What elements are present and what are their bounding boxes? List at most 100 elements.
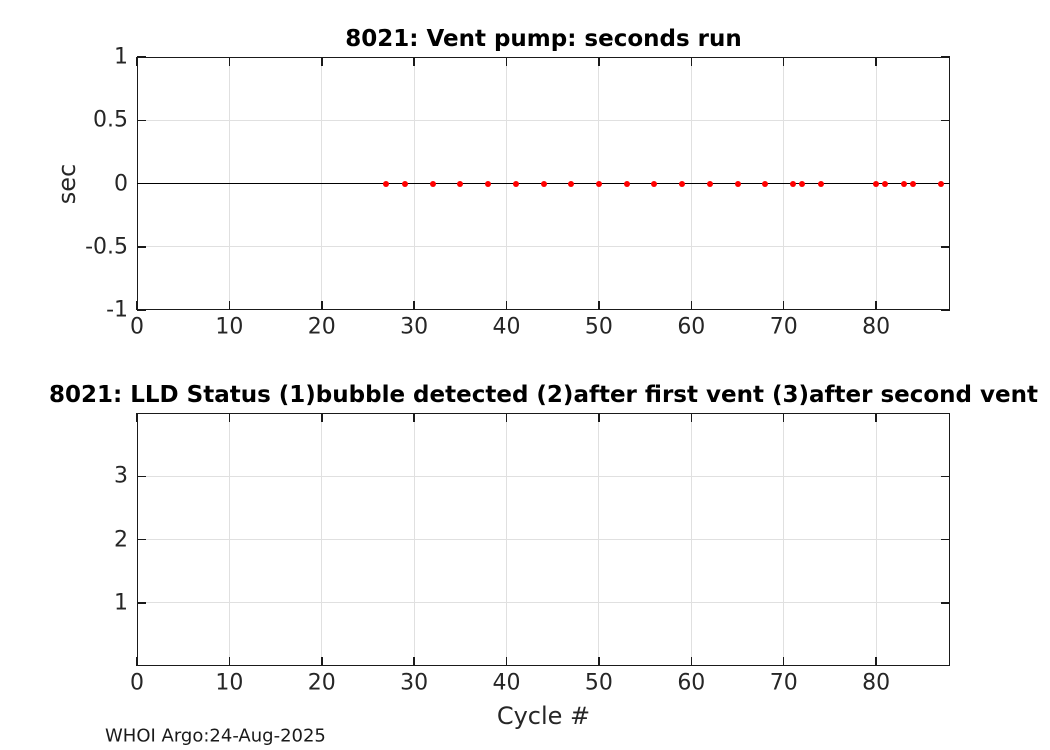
data-point-marker	[568, 180, 575, 187]
x-axis-tick	[228, 657, 231, 666]
x-axis-tick	[321, 301, 323, 310]
data-point-marker	[457, 180, 464, 187]
y-tick-label: 0.5	[93, 107, 128, 133]
x-axis-tick	[228, 301, 231, 310]
data-point-marker	[937, 180, 944, 187]
x-axis-tick	[782, 657, 785, 666]
x-tick-label: 30	[400, 670, 429, 696]
x-tick-label: 0	[130, 314, 144, 340]
x-axis-tick-top	[505, 57, 508, 66]
x-axis-tick-top	[321, 413, 323, 422]
x-axis-tick	[690, 657, 693, 666]
y-axis-tick	[137, 56, 146, 58]
y-tick-label: 2	[114, 527, 128, 552]
x-tick-label: 20	[307, 314, 336, 340]
y-axis-tick	[137, 602, 146, 604]
x-tick-label: 70	[769, 314, 798, 340]
y-axis-tick-right	[941, 119, 950, 121]
y-tick-label: -0.5	[85, 234, 128, 260]
y-axis-tick-right	[941, 309, 950, 311]
grid-line-y	[137, 119, 950, 121]
data-point-marker	[734, 180, 741, 187]
data-point-marker	[817, 180, 824, 187]
data-point-marker	[623, 180, 630, 187]
x-axis-tick	[136, 301, 138, 310]
x-tick-label: 50	[584, 670, 613, 696]
x-axis-label: Cycle #	[496, 702, 591, 730]
x-axis-tick-top	[598, 413, 600, 422]
y-axis-tick-right	[941, 246, 950, 248]
x-tick-label: 80	[862, 314, 891, 340]
y-tick-label: 0	[114, 171, 128, 196]
y-axis-tick-right	[941, 602, 950, 604]
y-tick-label: -1	[106, 297, 128, 323]
x-tick-label: 60	[677, 670, 706, 696]
data-point-marker	[882, 180, 889, 187]
y-axis-tick-right	[941, 56, 950, 58]
x-axis-tick	[136, 657, 138, 666]
x-axis-tick-top	[505, 413, 508, 422]
x-axis-tick-top	[413, 57, 415, 66]
y-axis-label: sec	[53, 163, 81, 204]
x-tick-label: 30	[400, 314, 429, 340]
grid-line-y	[137, 602, 950, 604]
grid-line-y	[137, 246, 950, 248]
x-axis-tick-top	[782, 57, 785, 66]
grid-line-y	[137, 475, 950, 477]
data-point-marker	[429, 180, 436, 187]
y-tick-label: 1	[114, 44, 128, 70]
x-axis-tick	[690, 301, 693, 310]
x-axis-tick	[782, 301, 785, 310]
x-axis-tick	[505, 657, 508, 666]
x-tick-label: 0	[130, 670, 144, 696]
x-axis-tick-top	[598, 57, 600, 66]
y-axis-tick	[137, 309, 146, 311]
data-point-marker	[651, 180, 658, 187]
x-axis-tick-top	[321, 57, 323, 66]
x-axis-tick-top	[875, 413, 877, 422]
y-axis-tick	[137, 119, 146, 121]
y-axis-tick-right	[941, 538, 950, 541]
x-axis-tick	[598, 301, 600, 310]
data-point-marker	[900, 180, 907, 187]
x-tick-label: 10	[215, 314, 244, 340]
grid-line-y	[137, 539, 950, 540]
x-tick-label: 50	[584, 314, 613, 340]
data-point-marker	[512, 180, 519, 187]
data-point-marker	[401, 180, 408, 187]
data-point-marker	[540, 180, 547, 187]
x-axis-tick	[321, 657, 323, 666]
x-tick-label: 40	[492, 670, 521, 696]
y-axis-tick-right	[941, 475, 950, 477]
x-tick-label: 40	[492, 314, 521, 340]
x-tick-label: 60	[677, 314, 706, 340]
x-axis-tick-top	[690, 413, 693, 422]
data-point-marker	[706, 180, 713, 187]
data-point-marker	[799, 180, 806, 187]
x-axis-tick	[413, 657, 415, 666]
data-point-marker	[679, 180, 686, 187]
x-tick-label: 70	[769, 670, 798, 696]
footer-watermark: WHOI Argo:24-Aug-2025	[105, 725, 326, 747]
x-tick-label: 80	[862, 670, 891, 696]
x-axis-tick-top	[413, 413, 415, 422]
data-point-marker	[595, 180, 602, 187]
x-axis-tick-top	[875, 57, 877, 66]
x-tick-label: 20	[307, 670, 336, 696]
x-axis-tick	[598, 657, 600, 666]
x-axis-tick	[875, 301, 877, 310]
x-axis-tick	[505, 301, 508, 310]
x-axis-tick	[875, 657, 877, 666]
data-point-marker	[762, 180, 769, 187]
y-axis-tick	[137, 246, 146, 248]
data-point-marker	[873, 180, 880, 187]
data-point-marker	[383, 180, 390, 187]
data-point-marker	[789, 180, 796, 187]
x-axis-tick-top	[136, 413, 138, 422]
x-tick-label: 10	[215, 670, 244, 696]
x-axis-tick	[413, 301, 415, 310]
y-axis-tick	[137, 475, 146, 477]
x-axis-tick-top	[690, 57, 693, 66]
plot-title: 8021: LLD Status (1)bubble detected (2)a…	[49, 382, 1038, 408]
